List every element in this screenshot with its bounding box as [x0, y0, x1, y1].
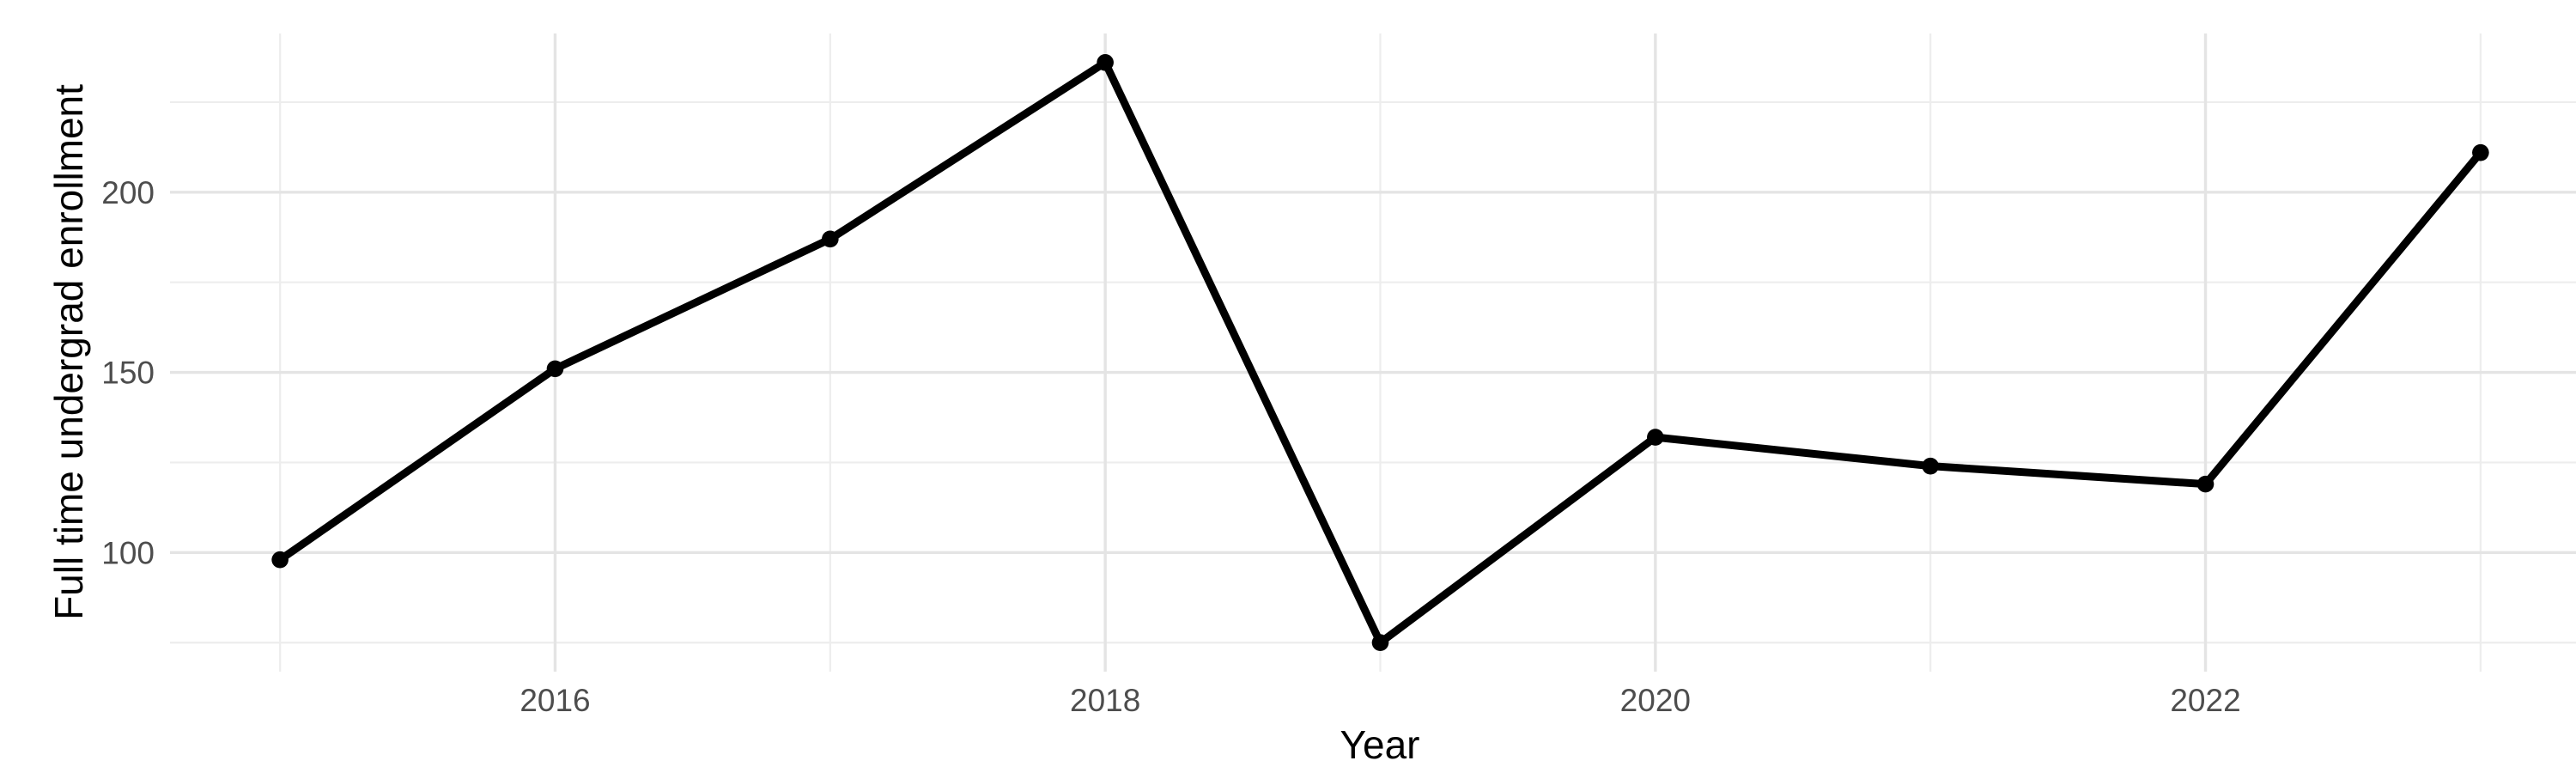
y-tick-label-100: 100	[101, 535, 155, 570]
data-point-2016	[546, 360, 564, 378]
data-point-2019	[1371, 634, 1389, 652]
x-tick-label-2022: 2022	[2170, 683, 2240, 718]
data-point-2023	[2472, 143, 2489, 161]
data-point-2018	[1097, 53, 1114, 71]
data-point-2015	[271, 551, 289, 569]
x-axis-title: Year	[1340, 722, 1420, 767]
x-tick-label-2018: 2018	[1070, 683, 1140, 718]
x-tick-label-2016: 2016	[519, 683, 590, 718]
data-point-2021	[1922, 457, 1939, 475]
enrollment-line-chart: 100 150 200 2016 2018 2020 2022 Full time unde…	[34, 14, 2576, 773]
data-point-2022	[2196, 475, 2215, 493]
y-axis-title: Full time undergrad enrollment	[46, 84, 91, 620]
x-tick-label-2020: 2020	[1620, 683, 1691, 718]
data-point-2020	[1647, 429, 1664, 446]
data-point-2017	[822, 230, 839, 248]
plot-panel: 100 150 200 2016 2018 2020 2022	[101, 33, 2576, 718]
y-tick-label-200: 200	[101, 175, 155, 210]
y-tick-label-150: 150	[101, 356, 155, 391]
